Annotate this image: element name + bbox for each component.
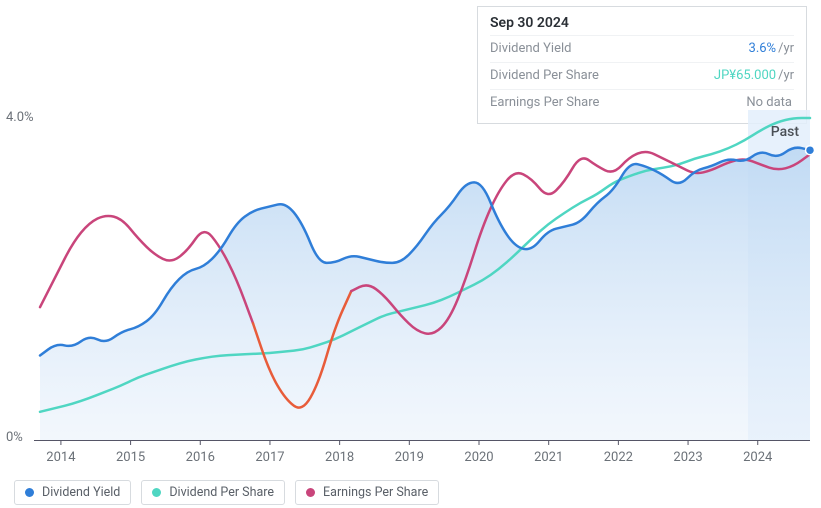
x-tick-label: 2014 bbox=[46, 450, 75, 465]
tooltip-row: Dividend Yield 3.6%/yr bbox=[490, 35, 794, 59]
chart-legend: Dividend Yield Dividend Per Share Earnin… bbox=[14, 480, 439, 505]
x-tick-label: 2015 bbox=[116, 450, 145, 465]
legend-label: Earnings Per Share bbox=[323, 485, 428, 500]
x-tick-label: 2022 bbox=[604, 450, 633, 465]
tooltip-label: Dividend Yield bbox=[490, 39, 571, 59]
tooltip-value: JP¥65.000 bbox=[714, 68, 776, 83]
legend-item-earnings-per-share[interactable]: Earnings Per Share bbox=[295, 480, 439, 505]
legend-dot-icon bbox=[152, 488, 161, 497]
legend-item-dividend-yield[interactable]: Dividend Yield bbox=[14, 480, 131, 505]
legend-label: Dividend Yield bbox=[42, 485, 120, 500]
tooltip-box: Sep 30 2024 Dividend Yield 3.6%/yr Divid… bbox=[477, 6, 807, 124]
x-tick-label: 2020 bbox=[464, 450, 493, 465]
chart-plot-area bbox=[0, 110, 821, 450]
legend-label: Dividend Per Share bbox=[169, 485, 274, 500]
tooltip-label: Dividend Per Share bbox=[490, 66, 599, 86]
tooltip-value: No data bbox=[746, 95, 792, 110]
x-tick-label: 2024 bbox=[743, 450, 772, 465]
x-tick-label: 2017 bbox=[255, 450, 284, 465]
tooltip-unit: /yr bbox=[778, 68, 794, 83]
x-axis-labels: 2014 2015 2016 2017 2018 2019 2020 2021 2022 2023… bbox=[0, 450, 821, 470]
legend-dot-icon bbox=[306, 488, 315, 497]
x-tick-label: 2021 bbox=[534, 450, 563, 465]
x-tick-label: 2016 bbox=[186, 450, 215, 465]
tooltip-value: 3.6% bbox=[749, 41, 777, 56]
tooltip-unit: /yr bbox=[778, 41, 794, 56]
x-tick-label: 2018 bbox=[325, 450, 354, 465]
legend-item-dividend-per-share[interactable]: Dividend Per Share bbox=[141, 480, 285, 505]
tooltip-row: Dividend Per Share JP¥65.000/yr bbox=[490, 62, 794, 86]
dividend-chart: Sep 30 2024 Dividend Yield 3.6%/yr Divid… bbox=[0, 0, 821, 508]
x-tick-label: 2023 bbox=[673, 450, 702, 465]
legend-dot-icon bbox=[25, 488, 34, 497]
tooltip-date: Sep 30 2024 bbox=[490, 15, 794, 31]
x-tick-label: 2019 bbox=[395, 450, 424, 465]
past-region-label: Past bbox=[771, 124, 799, 140]
